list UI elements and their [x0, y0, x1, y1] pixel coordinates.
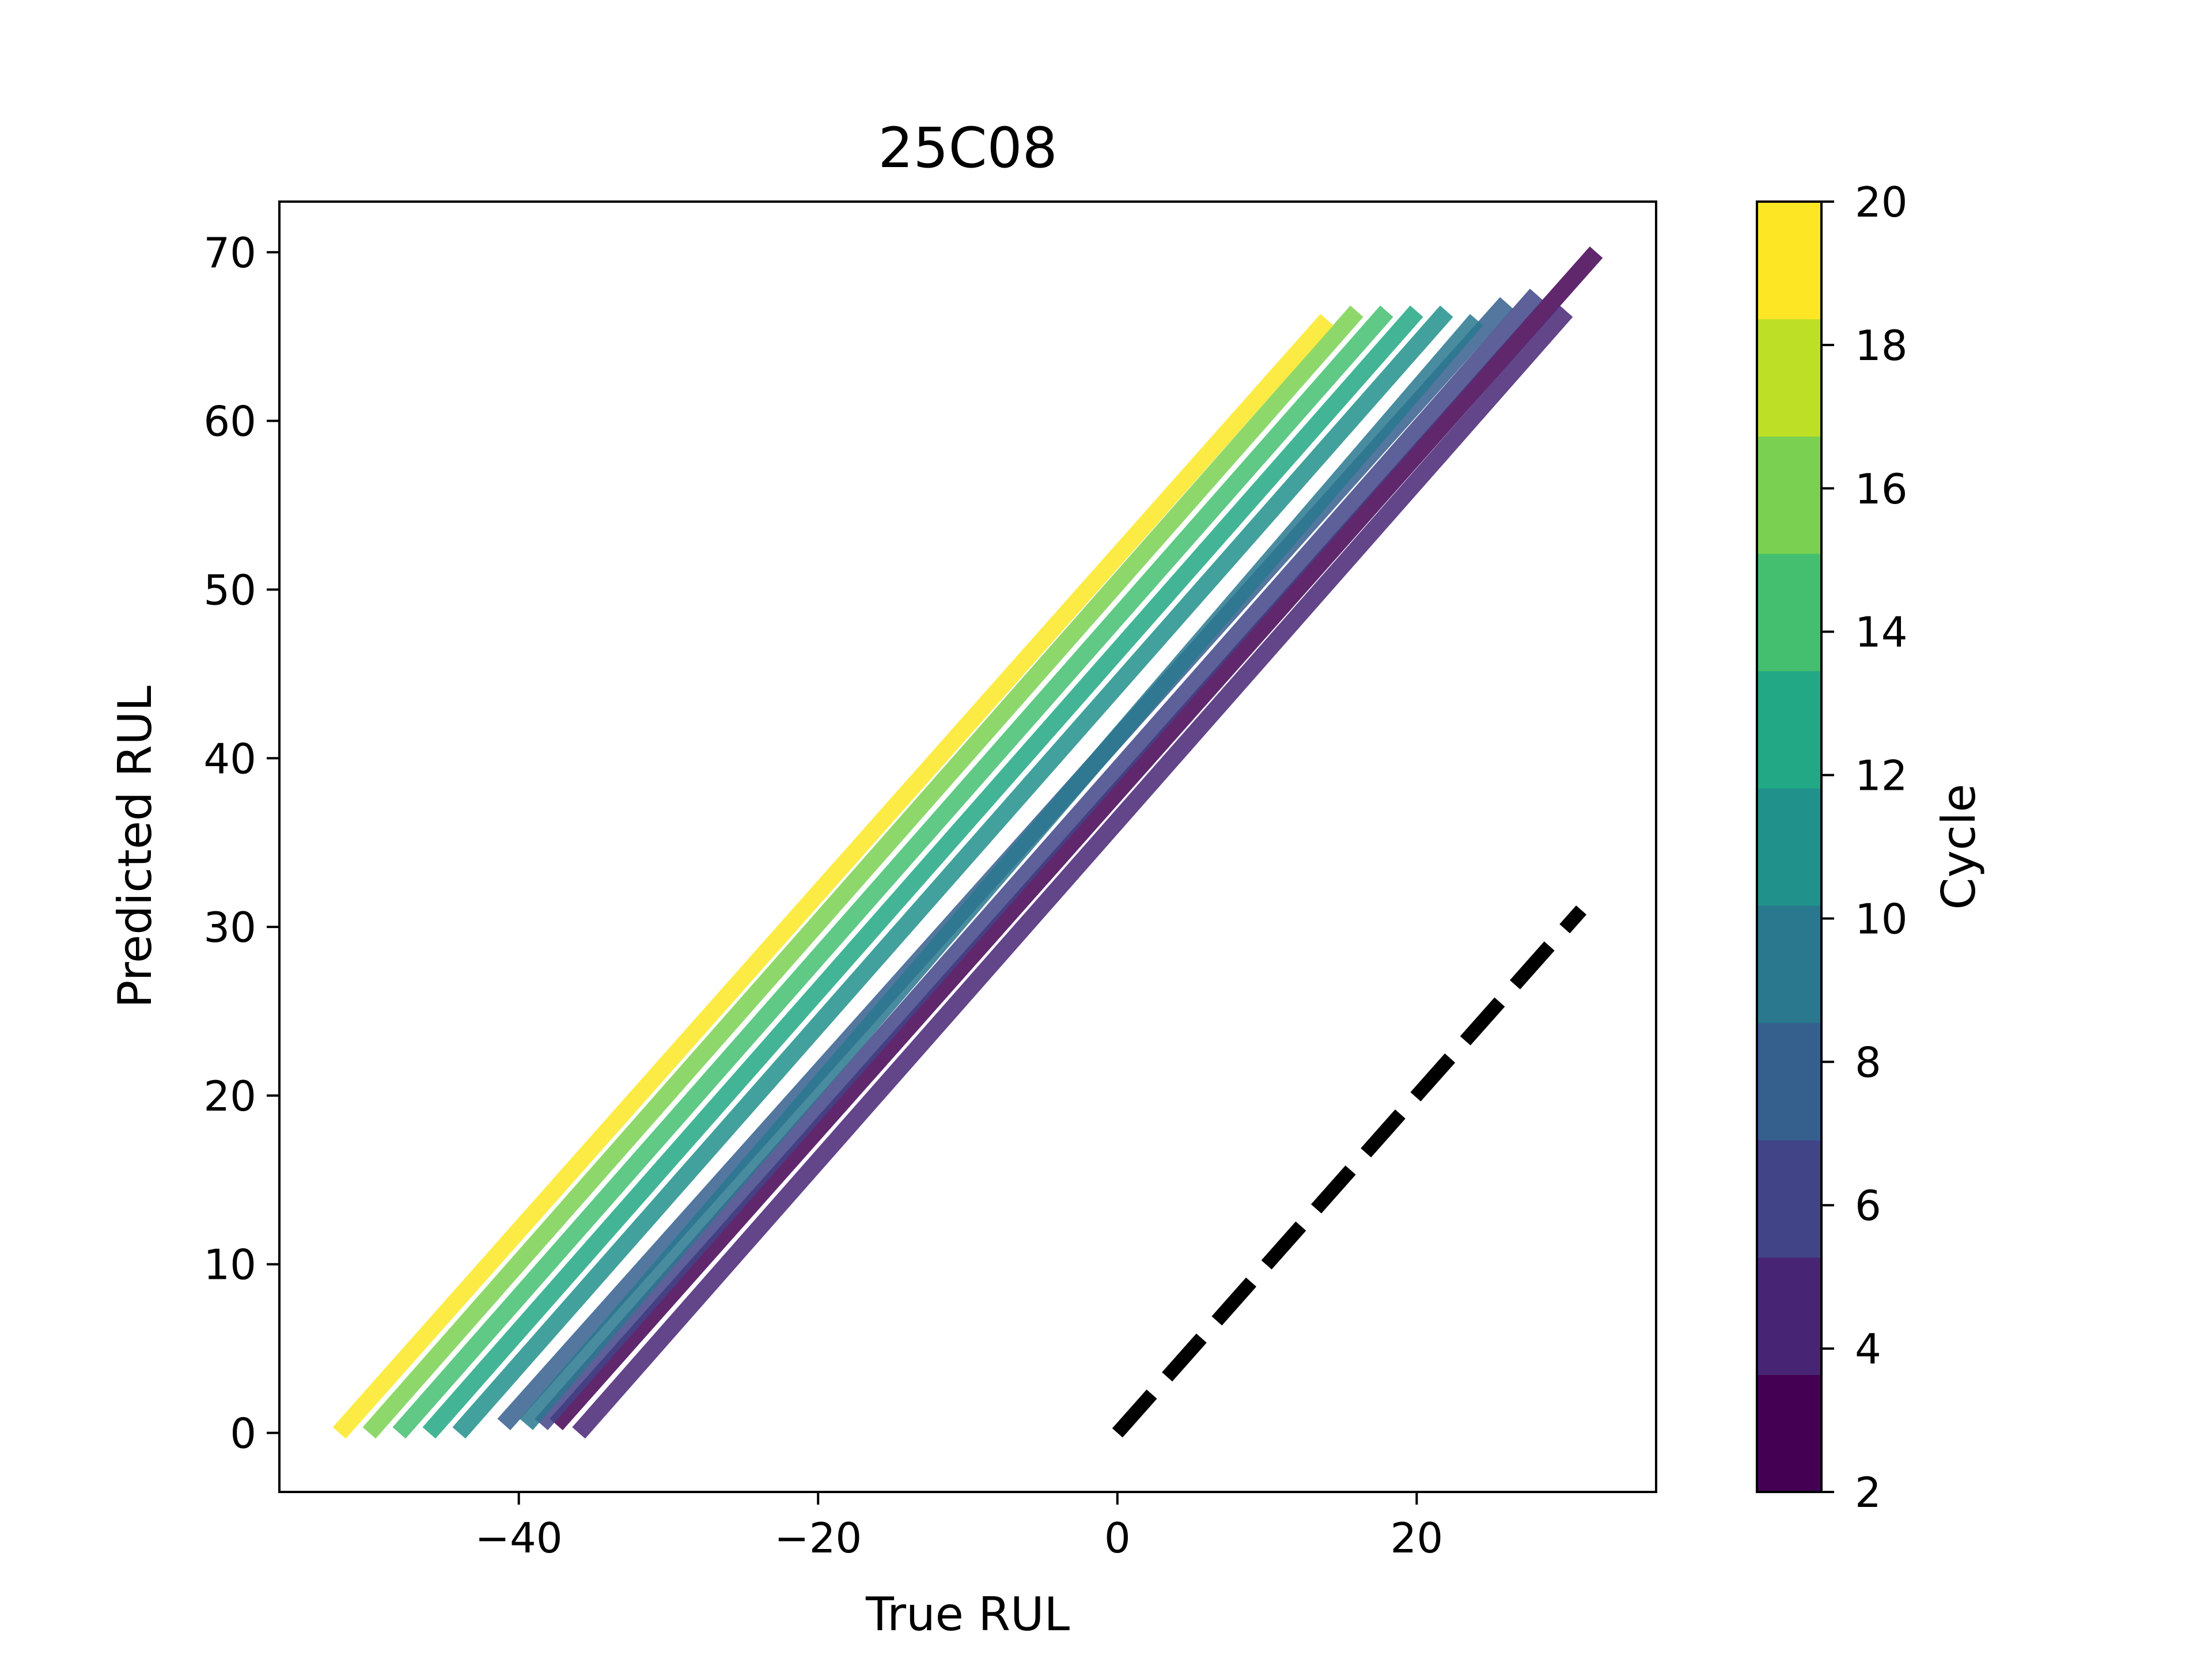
colorbar-frame [1756, 200, 1823, 1493]
series-line-cycle-19 [332, 314, 1334, 1439]
colorbar-segment [1757, 671, 1821, 789]
series-line-cycle-12 [452, 305, 1453, 1439]
x-tick-label: −20 [774, 1514, 862, 1562]
series-line-cycle-6 [535, 289, 1543, 1430]
colorbar-segment [1757, 1140, 1821, 1258]
series-line-cycle-14 [422, 305, 1423, 1439]
y-axis: 0 10 20 30 40 50 60 70 [203, 229, 279, 1458]
x-axis: −40 −20 0 20 [475, 1492, 1443, 1562]
colorbar-tick-label: 20 [1855, 178, 1908, 226]
colorbar-segment [1757, 905, 1821, 1024]
y-tick-label: 10 [203, 1241, 256, 1289]
series-line-cycle-3 [550, 246, 1603, 1430]
colorbar-tick-label: 14 [1855, 608, 1908, 657]
colorbar-segment [1757, 1257, 1821, 1375]
series-layer [332, 246, 1603, 1439]
x-tick-label: −40 [475, 1514, 563, 1562]
chart-title: 25C08 [878, 116, 1057, 180]
x-tick-label: 0 [1104, 1514, 1131, 1562]
series-line-cycle-4 [572, 305, 1573, 1439]
colorbar-segment [1757, 788, 1821, 906]
colorbar [1756, 200, 1823, 1493]
colorbar-segment [1757, 553, 1821, 672]
series-line-cycle-17 [362, 305, 1363, 1439]
reference-line [1112, 905, 1587, 1438]
colorbar-segment [1757, 1022, 1821, 1141]
colorbar-segment [1757, 319, 1821, 437]
y-tick-label: 70 [203, 229, 256, 277]
y-tick-label: 20 [203, 1072, 256, 1120]
colorbar-tick-label: 8 [1855, 1038, 1881, 1086]
y-axis-label: Predicted RUL [108, 685, 162, 1008]
colorbar-segment [1757, 202, 1821, 320]
colorbar-tick-label: 16 [1855, 465, 1908, 513]
y-tick-label: 50 [203, 566, 256, 614]
series-line-cycle-10 [520, 314, 1483, 1430]
x-tick-label: 20 [1391, 1514, 1444, 1562]
plot-frame [278, 200, 1657, 1493]
colorbar-segment [1757, 1374, 1821, 1493]
y-tick-label: 60 [203, 397, 256, 446]
colorbar-tick-label: 2 [1855, 1468, 1881, 1517]
colorbar-tick-label: 12 [1855, 752, 1908, 800]
colorbar-ticks: 2 4 6 8 10 12 14 16 18 20 [1821, 178, 1908, 1517]
series-line-cycle-16 [392, 305, 1393, 1439]
x-axis-label: True RUL [865, 1588, 1070, 1641]
colorbar-label: Cycle [1932, 784, 1986, 910]
reference-layer [1112, 905, 1587, 1438]
colorbar-tick-label: 18 [1855, 321, 1908, 370]
colorbar-segment [1757, 436, 1821, 554]
y-tick-label: 30 [203, 903, 256, 952]
y-tick-label: 0 [230, 1410, 256, 1458]
colorbar-tick-label: 4 [1855, 1325, 1881, 1373]
y-tick-label: 40 [203, 734, 256, 783]
colorbar-tick-label: 10 [1855, 895, 1908, 943]
colorbar-tick-label: 6 [1855, 1181, 1881, 1230]
